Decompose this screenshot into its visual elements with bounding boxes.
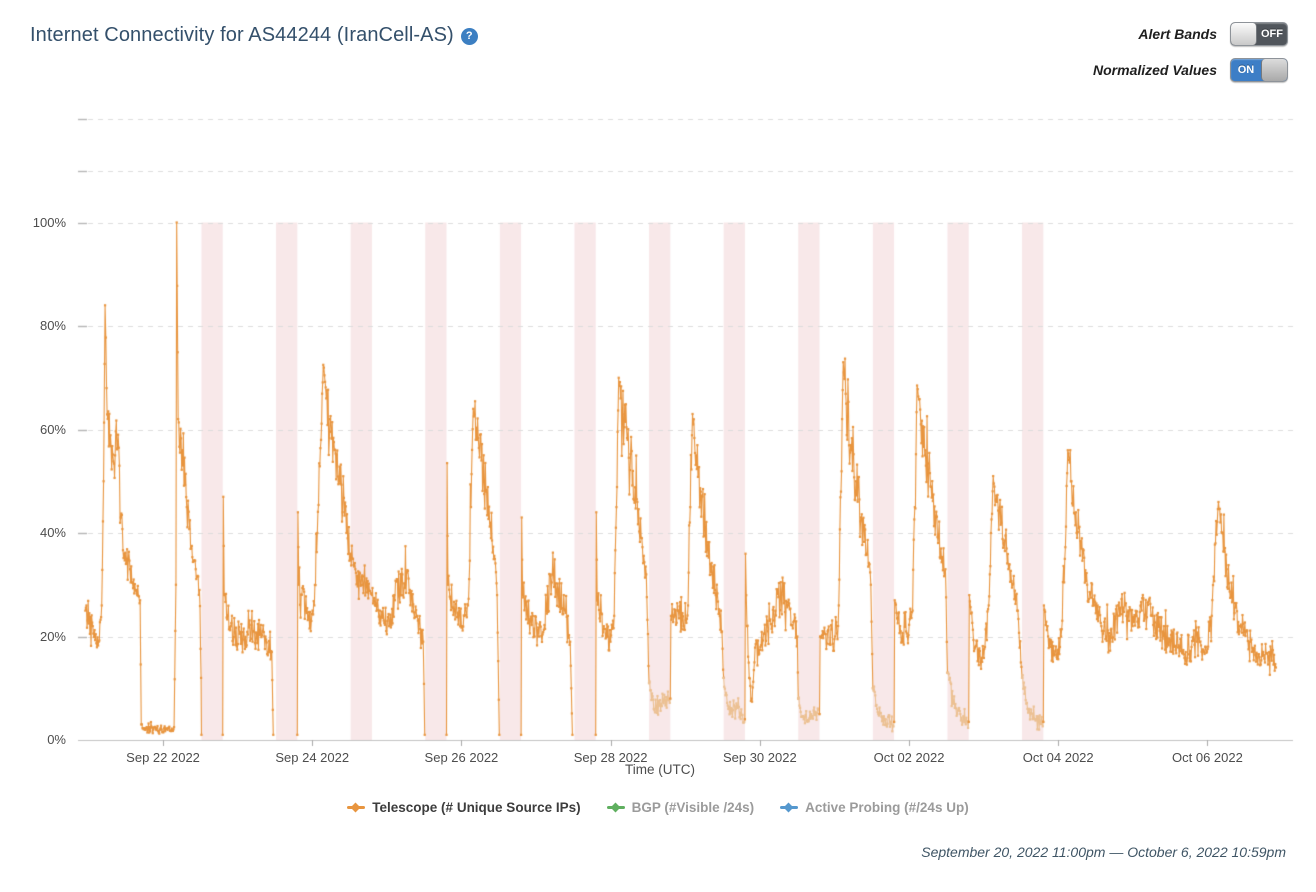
telescope-series-marker-icon (347, 806, 366, 809)
legend-label-active-probing: Active Probing (#/24s Up) (805, 800, 969, 815)
legend-label-telescope: Telescope (# Unique Source IPs) (372, 800, 581, 815)
toggle-knob (1231, 23, 1257, 45)
normalized-values-label: Normalized Values (1093, 62, 1217, 78)
y-tick-label: 80% (39, 318, 66, 333)
y-tick-label: 60% (39, 421, 66, 437)
x-tick-label: Oct 06 2022 (1172, 750, 1243, 765)
alert-bands-control: Alert Bands OFF (1138, 22, 1288, 46)
page-title-text: Internet Connectivity for AS44244 (IranC… (30, 24, 454, 46)
x-tick-label: Sep 24 2022 (275, 750, 350, 765)
legend-item-active-probing[interactable]: Active Probing (#/24s Up) (780, 800, 969, 815)
alert-bands-toggle-state: OFF (1261, 28, 1283, 40)
y-tick-label: 20% (39, 628, 66, 644)
chart-legend: Telescope (# Unique Source IPs) BGP (#Vi… (0, 800, 1316, 815)
page-title: Internet Connectivity for AS44244 (IranC… (30, 24, 478, 47)
time-range-caption: September 20, 2022 11:00pm — October 6, … (921, 844, 1286, 860)
x-tick-label: Sep 28 2022 (573, 750, 648, 765)
alert-bands-label: Alert Bands (1138, 26, 1217, 42)
legend-item-telescope[interactable]: Telescope (# Unique Source IPs) (347, 800, 581, 815)
x-axis-title: Time (UTC) (625, 762, 695, 777)
normalized-values-toggle[interactable]: ON (1230, 58, 1288, 82)
normalized-values-toggle-state: ON (1237, 64, 1255, 76)
x-tick-label: Sep 30 2022 (722, 750, 797, 765)
legend-item-bgp[interactable]: BGP (#Visible /24s) (606, 800, 755, 815)
active-probing-series-marker-icon (780, 806, 799, 809)
toggle-knob (1261, 59, 1287, 81)
y-tick-label: 0% (47, 732, 66, 747)
x-tick-label: Sep 26 2022 (424, 750, 499, 765)
help-icon[interactable]: ? (460, 28, 478, 45)
normalized-values-control: Normalized Values ON (1093, 58, 1288, 82)
y-tick-label: 40% (39, 525, 66, 540)
y-tick-label: 100% (32, 214, 66, 230)
x-tick-label: Oct 02 2022 (873, 750, 945, 765)
legend-label-bgp: BGP (#Visible /24s) (631, 800, 755, 815)
alert-bands-toggle[interactable]: OFF (1230, 22, 1288, 46)
x-tick-label: Oct 04 2022 (1022, 750, 1094, 765)
x-tick-label: Sep 22 2022 (126, 750, 200, 765)
bgp-series-marker-icon (606, 806, 625, 809)
